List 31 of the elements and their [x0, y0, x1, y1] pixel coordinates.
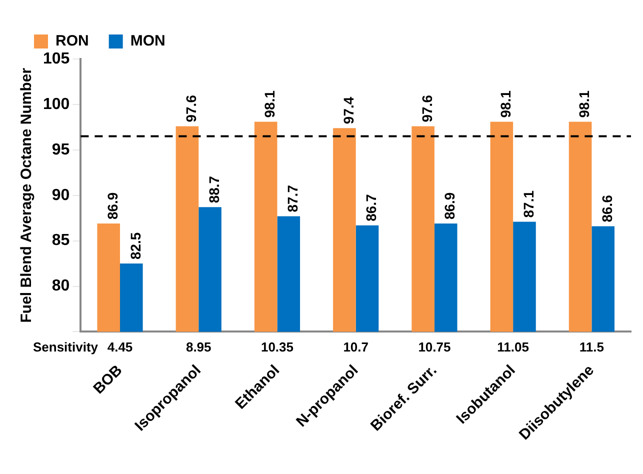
y-tick-label: 105 — [42, 50, 70, 68]
data-label: 98.1 — [576, 90, 592, 118]
data-label: 98.1 — [498, 90, 514, 118]
annotation: 4.45 — [107, 339, 133, 354]
data-label: 97.6 — [418, 94, 435, 122]
y-axis-title: Fuel Blend Average Octane Number — [18, 68, 36, 323]
data-label: 86.9 — [104, 192, 120, 220]
y-tick-label: 80 — [52, 278, 70, 295]
data-label: 87.1 — [520, 190, 536, 218]
y-tick-label: 85 — [52, 232, 70, 250]
data-label: 88.7 — [206, 176, 222, 204]
data-label: 98.1 — [262, 90, 278, 118]
annotation: 10.35 — [260, 339, 294, 354]
data-label: 97.4 — [340, 96, 356, 124]
annotation: 10.75 — [418, 339, 451, 354]
text: Sensitivity — [32, 339, 99, 354]
y-tick-label: 100 — [42, 96, 70, 113]
annotation: 11.5 — [579, 339, 604, 354]
legend-label: RON — [56, 32, 89, 50]
annotation: 11.05 — [497, 339, 529, 354]
data-label: 87.7 — [284, 184, 300, 212]
data-label: 82.5 — [127, 232, 144, 260]
annotation: 8.95 — [186, 339, 212, 354]
y-tick-label: 90 — [52, 186, 70, 204]
data-label: 86.6 — [598, 194, 615, 222]
annotation: 10.7 — [343, 339, 369, 354]
y-tick-label: 95 — [52, 141, 70, 158]
data-label: 86.7 — [363, 194, 380, 222]
data-label: 86.9 — [442, 192, 458, 220]
data-label: 97.6 — [183, 94, 200, 122]
legend-label: MON — [130, 32, 166, 50]
